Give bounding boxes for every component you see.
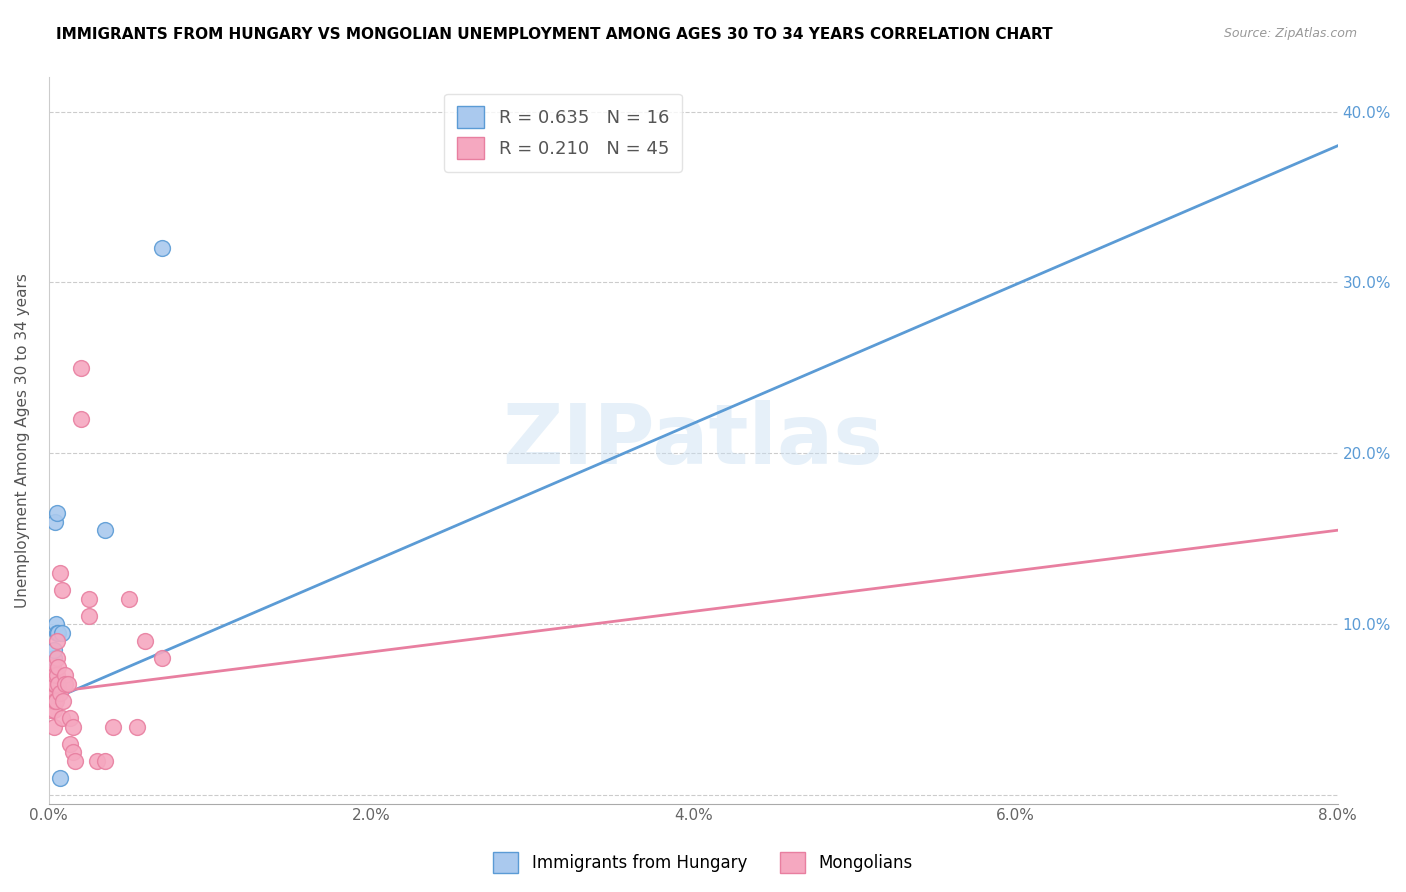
Point [52, 694, 75, 708]
Point [39, 668, 62, 682]
Point [42, 660, 65, 674]
Point [150, 241, 173, 255]
Point [94, 754, 117, 768]
Point [150, 651, 173, 665]
Point [118, 591, 141, 606]
Point [41, 668, 63, 682]
Point [49, 685, 72, 699]
Point [39, 703, 62, 717]
Point [49, 771, 72, 785]
Point [41, 694, 63, 708]
Point [134, 634, 156, 648]
Point [56, 677, 79, 691]
Point [39, 677, 62, 691]
Legend: Immigrants from Hungary, Mongolians: Immigrants from Hungary, Mongolians [486, 846, 920, 880]
Point [62, 720, 84, 734]
Point [77, 608, 100, 623]
Point [63, 754, 86, 768]
Point [86, 754, 108, 768]
Point [77, 591, 100, 606]
Point [38, 685, 60, 699]
Point [127, 720, 149, 734]
Point [44, 668, 66, 682]
Point [62, 745, 84, 759]
Point [48, 660, 70, 674]
Point [44, 677, 66, 691]
Point [44, 515, 66, 529]
Point [42, 685, 65, 699]
Point [70, 412, 93, 426]
Point [59, 737, 82, 751]
Point [48, 625, 70, 640]
Point [48, 677, 70, 691]
Point [59, 711, 82, 725]
Y-axis label: Unemployment Among Ages 30 to 34 years: Unemployment Among Ages 30 to 34 years [15, 273, 30, 608]
Point [45, 694, 67, 708]
Point [53, 677, 76, 691]
Text: IMMIGRANTS FROM HUNGARY VS MONGOLIAN UNEMPLOYMENT AMONG AGES 30 TO 34 YEARS CORR: IMMIGRANTS FROM HUNGARY VS MONGOLIAN UNE… [56, 27, 1053, 42]
Point [45, 634, 67, 648]
Point [94, 523, 117, 537]
Point [45, 651, 67, 665]
Point [44, 643, 66, 657]
Point [51, 582, 73, 597]
Point [51, 625, 73, 640]
Point [42, 720, 65, 734]
Point [39, 677, 62, 691]
Point [44, 668, 66, 682]
Text: Source: ZipAtlas.com: Source: ZipAtlas.com [1223, 27, 1357, 40]
Point [103, 720, 125, 734]
Point [42, 651, 65, 665]
Point [39, 694, 62, 708]
Point [45, 668, 67, 682]
Point [44, 694, 66, 708]
Point [41, 677, 63, 691]
Point [51, 711, 73, 725]
Point [42, 677, 65, 691]
Point [49, 566, 72, 580]
Point [42, 677, 65, 691]
Text: ZIPatlas: ZIPatlas [503, 400, 884, 481]
Legend: R = 0.635   N = 16, R = 0.210   N = 45: R = 0.635 N = 16, R = 0.210 N = 45 [444, 94, 682, 172]
Point [45, 625, 67, 640]
Point [45, 617, 67, 632]
Point [53, 668, 76, 682]
Point [42, 660, 65, 674]
Point [45, 506, 67, 520]
Point [70, 360, 93, 375]
Point [42, 703, 65, 717]
